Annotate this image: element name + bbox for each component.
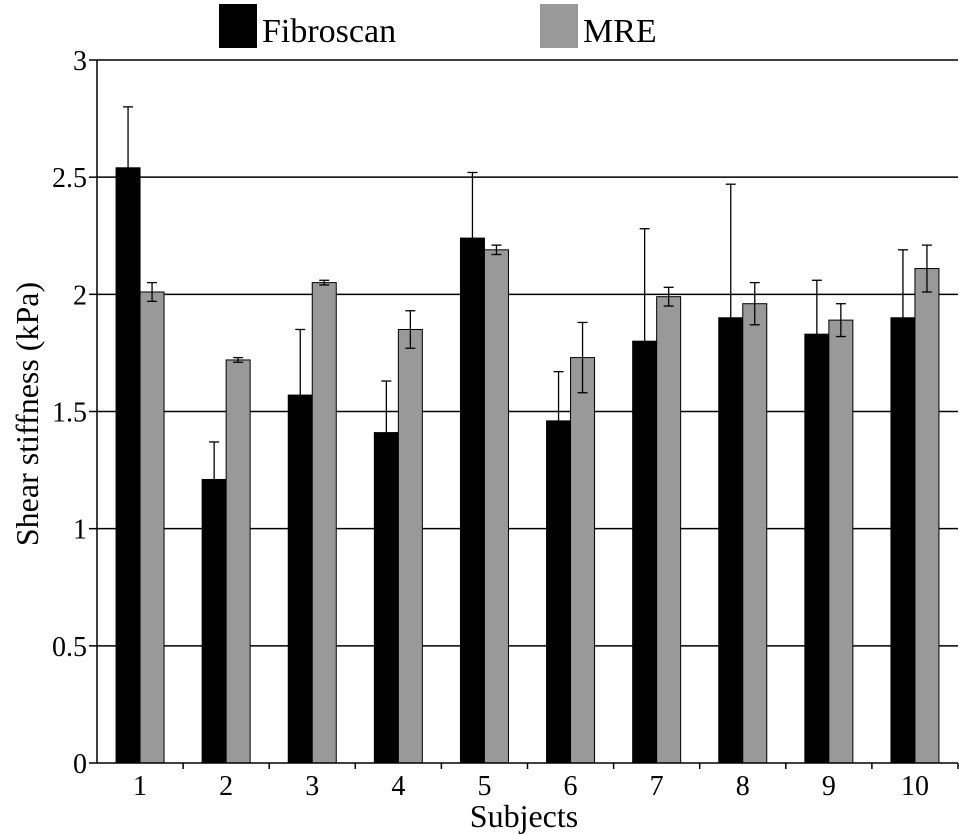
error-bar-mre-1 [147, 281, 158, 303]
y-tick-labels: 0 0.5 1 1.5 2 2.5 3 [52, 46, 87, 780]
y-tick-label: 0 [73, 749, 87, 780]
error-bar-mre-3 [319, 279, 330, 286]
x-tick-label: 3 [305, 771, 319, 802]
x-tick-label: 10 [901, 771, 929, 802]
legend: Fibroscan MRE [219, 4, 657, 50]
x-tick-label: 8 [736, 771, 750, 802]
error-bar-fibroscan-4 [381, 380, 392, 485]
bar-mre-3 [311, 282, 337, 764]
y-tick-label: 1.5 [52, 398, 87, 429]
error-bar-mre-5 [491, 244, 502, 256]
bar-fibroscan-9 [804, 333, 830, 764]
bar-fibroscan-10 [890, 317, 916, 764]
x-tick-label: 5 [477, 771, 491, 802]
bar-fibroscan-5 [459, 237, 485, 764]
error-bar-fibroscan-7 [639, 228, 650, 455]
y-tick-label: 2 [73, 280, 87, 311]
legend-swatch-fibroscan [219, 4, 257, 48]
error-bar-fibroscan-9 [811, 279, 822, 389]
bar-fibroscan-2 [201, 478, 227, 764]
error-bar-fibroscan-1 [123, 106, 134, 230]
error-bar-fibroscan-8 [725, 183, 736, 452]
y-tick-label: 1 [73, 515, 87, 546]
x-axis-title: Subjects [470, 798, 578, 834]
y-tick-label: 2.5 [52, 163, 87, 194]
bar-mre-4 [397, 328, 423, 764]
error-bar-fibroscan-2 [209, 441, 220, 518]
x-tick-labels: 1 2 3 4 5 6 7 8 9 10 [133, 771, 929, 802]
error-bar-mre-7 [663, 286, 674, 307]
legend-label-mre: MRE [583, 13, 657, 50]
error-bar-fibroscan-5 [467, 171, 478, 305]
bar-mre-5 [483, 249, 509, 764]
x-tick-label: 2 [219, 771, 233, 802]
axes [89, 59, 959, 769]
bar-mre-2 [225, 359, 251, 764]
error-bar-fibroscan-6 [553, 371, 564, 471]
error-bar-mre-4 [405, 310, 416, 349]
bar-mre-8 [742, 303, 768, 764]
error-bar-mre-2 [233, 356, 244, 363]
error-bar-mre-6 [577, 321, 588, 394]
error-bar-mre-10 [921, 244, 932, 293]
bar-mre-7 [656, 296, 682, 764]
x-tick-label: 7 [650, 771, 664, 802]
bar-mre-1 [139, 291, 165, 764]
error-bar-mre-9 [835, 303, 846, 338]
bar-mre-10 [914, 268, 940, 764]
error-bar-mre-8 [749, 281, 760, 326]
y-tick-label: 0.5 [52, 632, 87, 663]
error-bars [123, 106, 932, 518]
legend-label-fibroscan: Fibroscan [262, 13, 396, 50]
error-bar-fibroscan-3 [295, 328, 306, 462]
legend-swatch-mre [540, 4, 578, 48]
bar-fibroscan-6 [546, 420, 572, 764]
bars [115, 167, 940, 764]
x-tick-label: 4 [391, 771, 405, 802]
y-axis-title: Shear stiffness (kPa) [9, 282, 45, 546]
bar-fibroscan-1 [115, 167, 141, 764]
bar-mre-6 [570, 357, 596, 764]
bar-mre-9 [828, 319, 854, 764]
error-bar-fibroscan-10 [897, 249, 908, 387]
x-tick-label: 6 [564, 771, 578, 802]
x-tick-label: 1 [133, 771, 147, 802]
x-tick-label: 9 [822, 771, 836, 802]
y-tick-label: 3 [73, 46, 87, 77]
